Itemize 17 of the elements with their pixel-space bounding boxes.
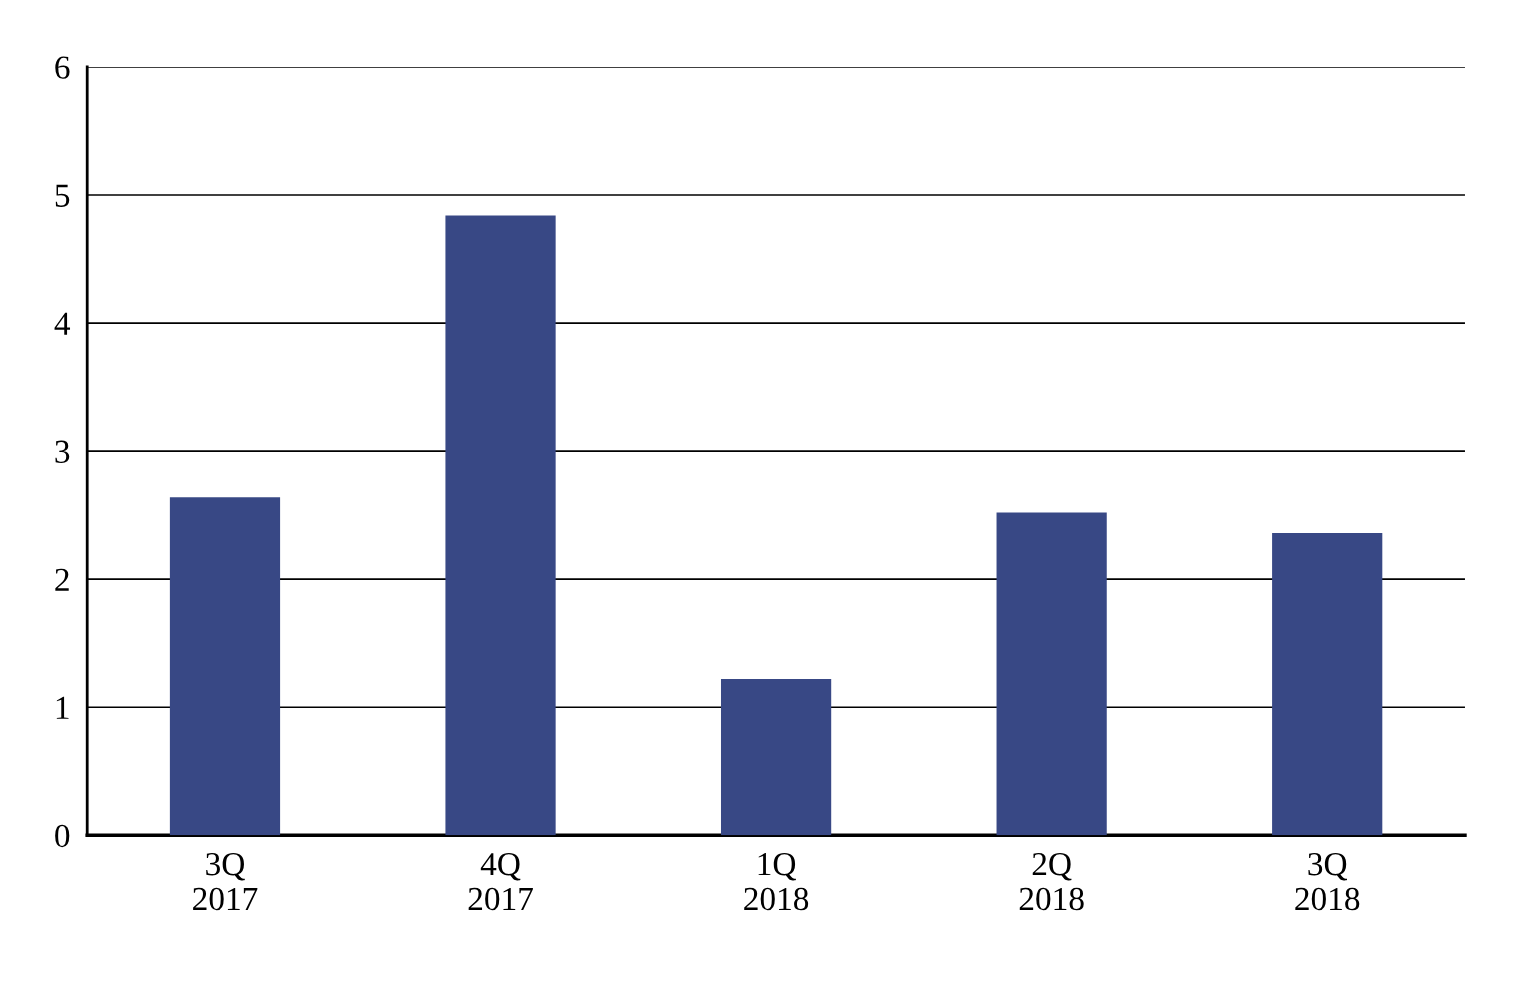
x-tick-label: 1Q 2018 [744, 853, 809, 911]
x-tick-label: 4Q 2017 [468, 853, 533, 911]
bar [169, 497, 281, 836]
y-tick-label: 3 [55, 440, 70, 464]
bar [996, 512, 1107, 836]
bar [445, 215, 556, 836]
y-tick-label: 5 [55, 184, 70, 207]
x-tick-label: 3Q 2018 [1295, 853, 1360, 911]
x-tick-label: 3Q 2017 [193, 853, 258, 911]
y-tick-label: 6 [55, 56, 70, 79]
y-tick-label: 1 [56, 696, 69, 719]
y-tick-label: 0 [55, 824, 70, 848]
y-tick-label: 2 [55, 568, 69, 591]
bar [1272, 533, 1383, 836]
y-tick-label: 4 [54, 312, 71, 335]
bar [720, 679, 832, 836]
x-tick-label: 2Q 2018 [1019, 853, 1084, 911]
